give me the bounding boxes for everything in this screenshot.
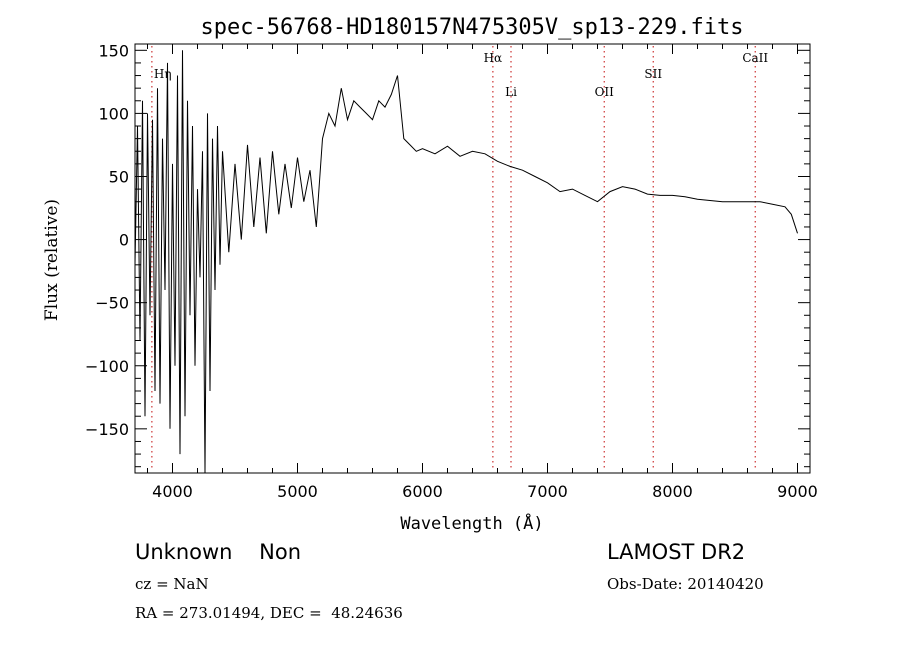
x-tick-label: 7000 bbox=[527, 482, 568, 501]
x-axis-label: Wavelength (Å) bbox=[400, 512, 543, 534]
y-tick-label: 0 bbox=[119, 231, 129, 250]
plot-frame bbox=[135, 44, 810, 473]
line-markers: Hη Hα Li OII SII CaII bbox=[152, 46, 769, 471]
x-tick-label: 9000 bbox=[777, 482, 818, 501]
x-axis: 4000 5000 6000 7000 8000 9000 bbox=[148, 44, 818, 501]
y-tick-label: −150 bbox=[85, 420, 129, 439]
chart-title: spec-56768-HD180157N475305V_sp13-229.fit… bbox=[200, 15, 743, 40]
redshift-value: cz = NaN bbox=[135, 575, 209, 593]
survey-name: LAMOST DR2 bbox=[607, 540, 745, 564]
x-tick-label: 8000 bbox=[652, 482, 693, 501]
spectral-line-label: Li bbox=[505, 85, 517, 99]
observation-date: Obs-Date: 20140420 bbox=[607, 575, 764, 593]
y-tick-label: 50 bbox=[109, 167, 129, 186]
x-tick-label: 5000 bbox=[277, 482, 318, 501]
y-tick-label: −50 bbox=[95, 294, 129, 313]
x-tick-label: 6000 bbox=[402, 482, 443, 501]
spectrum-series bbox=[135, 50, 798, 473]
y-tick-label: 150 bbox=[98, 41, 129, 60]
y-axis-label: Flux (relative) bbox=[42, 199, 62, 321]
spectrum-line bbox=[135, 50, 798, 473]
spectral-line-label: Hη bbox=[154, 67, 172, 81]
x-tick-label: 4000 bbox=[152, 482, 193, 501]
coordinates: RA = 273.01494, DEC = 48.24636 bbox=[135, 604, 403, 622]
spectral-line-label: OII bbox=[595, 85, 615, 99]
object-class: Unknown Non bbox=[135, 540, 301, 564]
y-tick-label: 100 bbox=[98, 104, 129, 123]
spectral-line-label: CaII bbox=[742, 51, 768, 65]
y-tick-label: −100 bbox=[85, 357, 129, 376]
spectral-line-label: SII bbox=[644, 67, 662, 81]
spectral-line-label: Hα bbox=[484, 51, 503, 65]
